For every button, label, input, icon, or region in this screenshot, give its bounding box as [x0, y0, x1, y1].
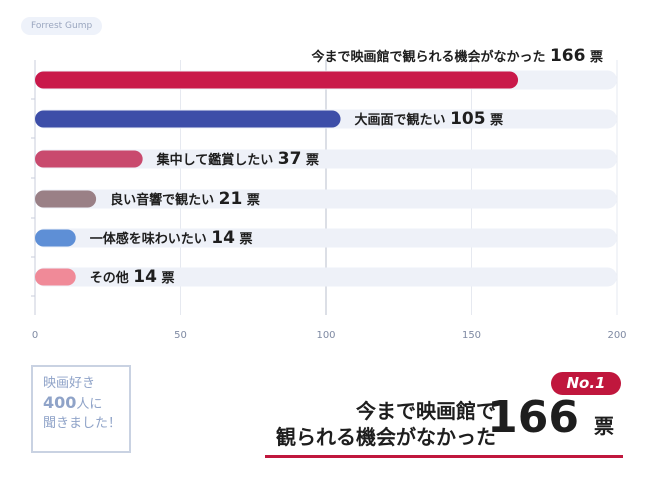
- bar-category: その他: [90, 270, 134, 286]
- bar-label: その他 14 票: [90, 267, 175, 287]
- top-answer-text: 今まで映画館で 観られる機会がなかった: [276, 398, 496, 450]
- bar-value: 21: [219, 189, 243, 209]
- bar-value: 166: [550, 46, 586, 66]
- top-answer-unit: 票: [594, 414, 614, 438]
- top-answer-line2: 観られる機会がなかった: [276, 425, 496, 449]
- bar-value: 14: [133, 267, 157, 287]
- bar-unit: 票: [301, 152, 319, 168]
- badge-line1: 映画好き: [43, 376, 96, 391]
- x-tick-label: 200: [607, 330, 626, 341]
- bar-unit: 票: [235, 231, 253, 247]
- bar-category: 集中して鑑賞したい: [156, 152, 278, 168]
- bar-label: 一体感を味わいたい 14 票: [90, 228, 253, 248]
- badge-line3: 聞きました！: [43, 416, 122, 431]
- top-answer-value: 166: [487, 392, 579, 443]
- highlight-underline: [265, 455, 623, 458]
- bar-category: 大画面で観たい: [355, 112, 451, 128]
- x-tick-label: 50: [174, 330, 187, 341]
- bar-category: 一体感を味わいたい: [90, 231, 212, 247]
- badge-count: 400: [43, 393, 77, 412]
- bar: [35, 229, 76, 247]
- bar-track: [35, 149, 617, 169]
- bar: [35, 110, 341, 128]
- bar-unit: 票: [242, 192, 260, 208]
- badge-line2-text: 人に: [76, 397, 103, 412]
- bar: [35, 268, 76, 286]
- top-answer-line1: 今まで映画館で: [356, 399, 496, 423]
- bar-track: [35, 189, 617, 209]
- bar-track: [35, 228, 617, 248]
- source-tag: Forrest Gump: [21, 17, 103, 35]
- bar-unit: 票: [157, 270, 175, 286]
- badge-line2: 400人に: [43, 393, 129, 414]
- bar: [35, 190, 97, 208]
- top-answer-highlight: 今まで映画館で 観られる機会がなかった 166 票: [234, 392, 614, 454]
- bar-value: 14: [211, 228, 235, 248]
- bar-unit: 票: [585, 49, 603, 65]
- bar: [35, 150, 143, 168]
- rank-badge: No.1: [551, 372, 621, 395]
- bar-label: 集中して鑑賞したい 37 票: [156, 149, 319, 169]
- x-tick-label: 150: [462, 330, 481, 341]
- x-tick-label: 100: [316, 330, 335, 341]
- bar-category: 今まで映画館で観られる機会がなかった: [310, 49, 550, 65]
- survey-badge: 映画好き 400人に 聞きました！: [31, 365, 131, 453]
- bar-unit: 票: [486, 112, 504, 128]
- bar-label: 大画面で観たい 105 票: [355, 109, 504, 129]
- bar-label: 良い音響で観たい 21 票: [110, 189, 260, 209]
- bar-value: 105: [450, 109, 486, 129]
- bar: [35, 71, 519, 89]
- bar-label: 今まで映画館で観られる機会がなかった 166 票: [310, 46, 603, 66]
- bar-value: 37: [278, 149, 302, 169]
- bar-category: 良い音響で観たい: [110, 192, 219, 208]
- x-tick-label: 0: [32, 330, 38, 341]
- bar-track: [35, 267, 617, 287]
